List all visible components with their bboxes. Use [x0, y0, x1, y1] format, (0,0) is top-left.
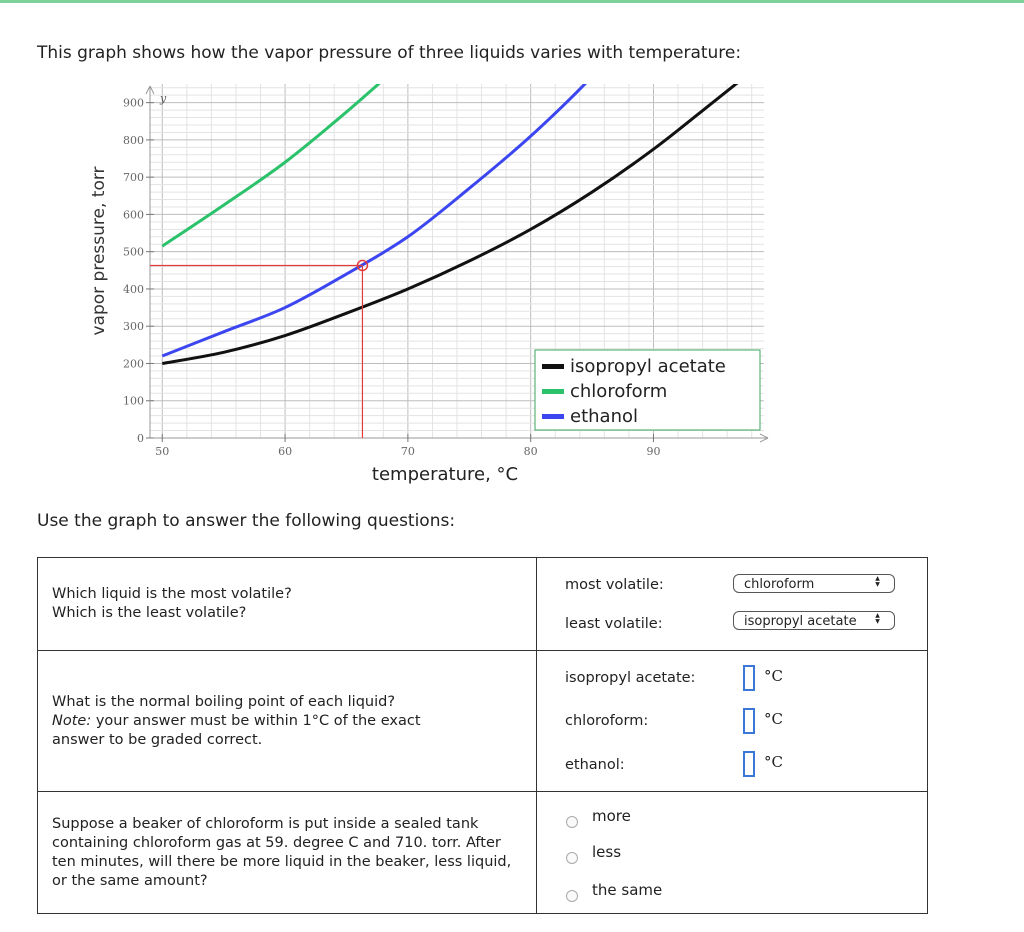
question-sealed-tank: Suppose a beaker of chloroform is put in…	[37, 791, 537, 914]
instructions-text: Use the graph to answer the following qu…	[37, 511, 456, 531]
y-tick-label: 400	[123, 283, 144, 296]
most-volatile-value: chloroform	[744, 577, 815, 592]
series-line-chloroform	[161, 84, 381, 248]
most-volatile-select[interactable]: chloroform ▲▼	[733, 574, 895, 593]
radio-less[interactable]	[566, 852, 578, 864]
y-tick-label: 900	[123, 97, 144, 110]
annotation-marker	[356, 259, 369, 272]
answers-volatility: most volatile: chloroform ▲▼ least volat…	[536, 557, 928, 651]
question-row-sealed-tank: Suppose a beaker of chloroform is put in…	[37, 791, 928, 914]
note-text: your answer must be within 1°C of the ex…	[91, 712, 421, 729]
y-tick-label: 200	[123, 357, 144, 370]
legend-swatch	[542, 364, 564, 369]
note-label: Note:	[52, 712, 92, 729]
legend-box	[534, 349, 761, 431]
y-tick-label: 800	[123, 134, 144, 147]
intro-text: This graph shows how the vapor pressure …	[37, 43, 742, 63]
x-tick-label: 70	[401, 445, 415, 458]
y-tick-label: 500	[123, 246, 144, 259]
question-least-volatile-text: Which is the least volatile?	[52, 605, 247, 621]
isopropyl-acetate-bp-input[interactable]	[743, 665, 755, 691]
series-line-ethanol	[161, 84, 587, 358]
x-axis-arrow-icon	[759, 433, 769, 443]
question-most-volatile-text: Which liquid is the most volatile?	[52, 586, 292, 602]
unit-celsius: °C	[764, 710, 783, 728]
chloroform-bp-input[interactable]	[743, 708, 755, 734]
option-less-label: less	[592, 843, 622, 861]
y-tick-label: 300	[123, 320, 144, 333]
y-axis-arrow-icon	[145, 85, 155, 95]
x-tick-label: 60	[278, 445, 292, 458]
y-tick-label: 0	[137, 432, 144, 445]
question-boiling-point-text: What is the normal boiling point of each…	[52, 693, 396, 710]
question-note-continued: answer to be graded correct.	[52, 731, 263, 748]
ethanol-label: ethanol:	[565, 757, 625, 773]
vapor-pressure-chart: y50 60 70 80 900100200300400500600700800900t…	[89, 84, 769, 485]
question-volatility: Which liquid is the most volatile? Which…	[37, 557, 537, 651]
x-axis-title: temperature, °C	[372, 464, 518, 485]
answers-sealed-tank: more less the same	[536, 791, 928, 914]
y-tick-label: 700	[123, 171, 144, 184]
x-tick-label: 80	[524, 445, 538, 458]
least-volatile-select[interactable]: isopropyl acetate ▲▼	[733, 611, 895, 630]
least-volatile-value: isopropyl acetate	[744, 614, 857, 629]
answers-boiling-point: isopropyl acetate: °C chloroform: °C eth…	[536, 650, 928, 792]
isopropyl-acetate-label: isopropyl acetate:	[565, 670, 696, 686]
legend-label: isopropyl acetate	[570, 356, 726, 377]
option-more-label: more	[592, 807, 631, 825]
option-the-same-label: the same	[592, 881, 663, 899]
radio-more[interactable]	[566, 816, 578, 828]
legend-swatch	[542, 389, 564, 394]
unit-celsius: °C	[764, 667, 783, 685]
x-tick-label: 90	[646, 445, 660, 458]
legend-label: chloroform	[570, 381, 667, 402]
chloroform-label: chloroform:	[565, 713, 649, 729]
x-tick-label: 50	[155, 445, 169, 458]
questions-table: Which liquid is the most volatile? Which…	[37, 557, 928, 914]
most-volatile-label: most volatile:	[565, 577, 664, 593]
legend-label: ethanol	[570, 406, 638, 427]
question-row-boiling-point: What is the normal boiling point of each…	[37, 650, 928, 792]
y-axis-title: vapor pressure, torr	[89, 166, 109, 335]
y-tick-label: 100	[123, 395, 144, 408]
updown-arrow-icon: ▲▼	[874, 575, 881, 587]
y-axis-letter: y	[159, 92, 167, 105]
y-tick-label: 600	[123, 208, 144, 221]
series-line-isopropyl-acetate	[162, 84, 739, 365]
updown-arrow-icon: ▲▼	[874, 612, 881, 624]
question-note: Note: your answer must be within 1°C of …	[52, 712, 522, 731]
question-boiling-point: What is the normal boiling point of each…	[37, 650, 537, 792]
question-row-volatility: Which liquid is the most volatile? Which…	[37, 557, 928, 651]
legend-swatch	[542, 414, 564, 419]
question-sealed-tank-text: Suppose a beaker of chloroform is put in…	[52, 815, 512, 889]
radio-the-same[interactable]	[566, 890, 578, 902]
unit-celsius: °C	[764, 753, 783, 771]
ethanol-bp-input[interactable]	[743, 751, 755, 777]
least-volatile-label: least volatile:	[565, 616, 663, 632]
top-accent-line	[0, 0, 1024, 3]
